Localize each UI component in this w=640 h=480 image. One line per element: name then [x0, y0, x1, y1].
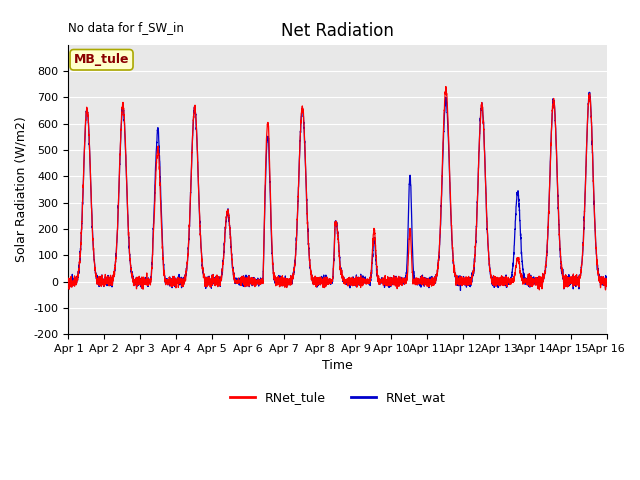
Text: No data for f_SW_in: No data for f_SW_in — [68, 22, 184, 35]
Legend: RNet_tule, RNet_wat: RNet_tule, RNet_wat — [225, 386, 451, 409]
X-axis label: Time: Time — [322, 360, 353, 372]
Text: MB_tule: MB_tule — [74, 53, 129, 66]
Y-axis label: Solar Radiation (W/m2): Solar Radiation (W/m2) — [15, 117, 28, 262]
Title: Net Radiation: Net Radiation — [281, 22, 394, 40]
